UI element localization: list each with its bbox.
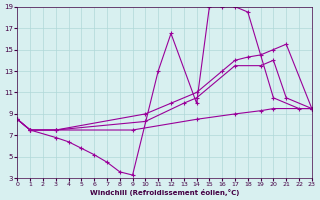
X-axis label: Windchill (Refroidissement éolien,°C): Windchill (Refroidissement éolien,°C) <box>90 189 239 196</box>
